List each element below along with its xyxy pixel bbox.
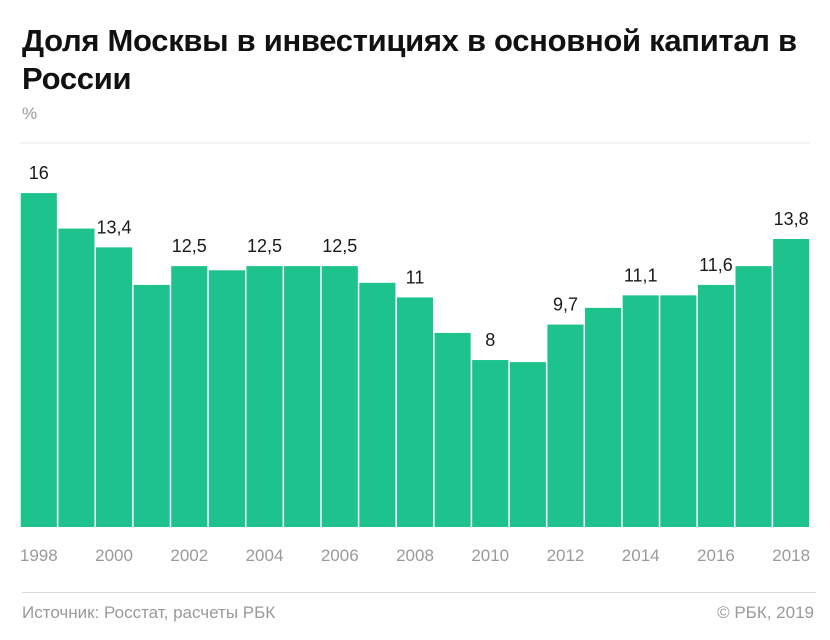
x-tick-label-2004: 2004 (246, 546, 284, 565)
bar-2000 (95, 247, 133, 527)
bar-2017 (735, 266, 772, 527)
bar-2008 (396, 297, 434, 527)
bar-2013 (585, 307, 622, 527)
value-label-2006: 12,5 (322, 236, 357, 256)
value-label-2016: 11,6 (699, 255, 733, 275)
x-tick-label-2018: 2018 (772, 546, 810, 565)
bar-2005 (284, 266, 321, 527)
value-label-2010: 8 (485, 330, 495, 350)
bar-2010 (472, 360, 509, 527)
value-label-2004: 12,5 (247, 236, 282, 256)
value-label-2008: 11 (406, 267, 425, 287)
copyright: © РБК, 2019 (717, 603, 814, 622)
bar-2007 (359, 282, 396, 527)
value-label-2002: 12,5 (172, 236, 207, 256)
bar-1999 (58, 228, 95, 527)
bar-chart: 16 1998 13,4 2000 12,5 2002 12,5 2004 12,5 2006 11… (20, 142, 810, 565)
value-label-2014: 11,1 (624, 265, 658, 285)
bar-1998 (20, 193, 57, 527)
value-label-2000: 13,4 (97, 217, 132, 237)
x-tick-label-2002: 2002 (170, 546, 208, 565)
x-tick-label-2016: 2016 (697, 546, 735, 565)
unit-label: % (22, 104, 38, 123)
x-tick-label-2010: 2010 (471, 546, 509, 565)
bar-2006 (321, 266, 358, 527)
value-label-2012: 9,7 (553, 295, 578, 315)
bar-2011 (509, 362, 546, 527)
bar-2003 (208, 270, 245, 527)
bar-2012 (547, 324, 584, 527)
bar-2015 (660, 295, 697, 527)
bar-2002 (171, 266, 208, 527)
footer-divider (22, 592, 816, 593)
value-label-2018: 13,8 (774, 209, 809, 229)
chart-title: Доля Москвы в инвестициях в основной кап… (22, 23, 797, 96)
bar-2016 (697, 284, 735, 527)
x-tick-label-1998: 1998 (20, 546, 58, 565)
bar-2018 (773, 239, 810, 527)
bar-2004 (246, 266, 283, 527)
value-label-1998: 16 (29, 163, 49, 183)
x-tick-label-2014: 2014 (622, 546, 660, 565)
x-tick-label-2006: 2006 (321, 546, 359, 565)
bar-2001 (133, 284, 170, 527)
bar-2009 (434, 332, 471, 527)
source-note: Источник: Росстат, расчеты РБК (22, 603, 276, 622)
x-tick-label-2012: 2012 (547, 546, 585, 565)
x-tick-label-2000: 2000 (95, 546, 133, 565)
bar-2014 (622, 295, 659, 527)
x-tick-label-2008: 2008 (396, 546, 434, 565)
